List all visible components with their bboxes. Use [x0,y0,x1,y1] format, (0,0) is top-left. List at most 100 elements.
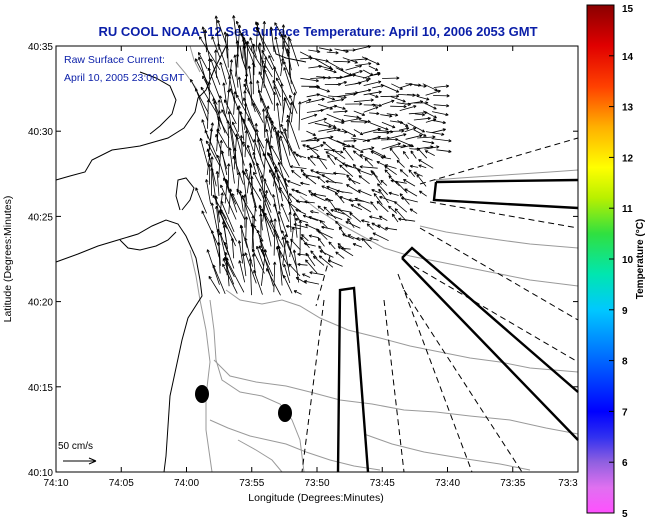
current-vector [273,261,277,293]
beam-outline-dashed [315,255,331,307]
current-vector [357,203,372,213]
coastline-segment [139,71,177,135]
coastline-segment [239,45,247,71]
current-vector [228,59,234,94]
current-vector [210,156,214,196]
current-vector [388,205,398,214]
current-vector [407,122,426,133]
current-vector [302,173,320,179]
current-vector [295,190,308,197]
current-vector [222,258,235,285]
current-vector [205,140,220,166]
bathymetry-contours [175,45,579,473]
current-vector [369,111,380,116]
current-vector [422,83,438,92]
current-vector [326,51,339,55]
current-vector [204,129,218,158]
bathymetry-contour [225,289,579,373]
current-vector [300,77,319,83]
current-vector [221,150,228,176]
current-vector [391,213,399,223]
x-tick-label: 73:35 [500,478,525,489]
current-vector [207,67,220,98]
coastline [55,45,307,473]
current-vector [384,165,397,176]
current-vector [252,204,257,237]
current-vector [298,220,302,256]
current-vector [232,15,238,49]
current-vector [378,215,388,221]
current-vector [350,204,363,211]
current-vector [237,76,244,105]
current-vector [397,120,409,127]
x-tick-label: 74:10 [43,478,68,489]
current-vector [262,152,280,184]
current-vector [414,113,426,117]
current-vector [290,92,297,123]
current-vector [228,147,235,184]
current-vector [308,117,327,125]
current-vector [352,146,364,153]
current-vector [318,126,337,132]
current-vector [355,62,372,66]
current-vector [289,165,307,169]
current-vector [214,49,218,78]
current-vector [345,102,363,106]
current-vector [372,171,382,185]
buoy-marker [278,404,292,422]
current-vector [318,65,334,71]
current-vector [306,130,317,136]
current-vector [207,81,211,103]
current-vector [379,196,397,203]
current-vector [208,164,212,185]
x-tick-label: 73:55 [239,478,264,489]
current-vector [316,93,336,101]
current-vector [242,141,256,166]
current-vector [240,32,262,68]
current-vector [346,184,361,194]
current-vector [331,149,346,160]
bathymetry-contour [299,195,579,287]
radar-beam-outlines [301,137,579,473]
current-vector [269,26,275,53]
y-axis-ticks: 40:35 40:30 40:25 40:20 40:15 40:10 [28,42,578,479]
current-vector [352,150,364,159]
current-vector [348,178,361,185]
current-vector [276,130,283,166]
current-vector [356,237,372,242]
current-vector [297,262,308,267]
current-vector [369,215,383,220]
current-vector [206,249,220,285]
current-vector [317,205,325,212]
current-vector [253,269,263,295]
current-vector [280,131,300,167]
plot-area [55,15,579,473]
current-vector [208,275,221,294]
current-vector [370,151,382,157]
beam-outline-dashed [397,273,473,473]
beam-outline-dashed [301,299,325,473]
current-vector [413,171,423,177]
current-vector [334,192,345,204]
current-vector [283,263,291,284]
current-vector [425,89,441,96]
current-vector [357,169,373,176]
current-vector [272,172,281,211]
current-vector [215,133,228,170]
current-vector [261,49,274,71]
current-vector [228,125,236,159]
current-vector [283,177,292,214]
current-vector [431,138,452,143]
colorbar-tick-label: 13 [622,103,634,114]
current-vector [346,174,356,185]
current-vector [249,37,257,58]
current-vector [265,128,275,166]
current-vector [380,83,400,93]
current-vector [325,179,343,184]
colorbar-tick-label: 12 [622,153,634,164]
current-vector [418,159,434,169]
current-vector [388,191,399,196]
current-vector [327,98,345,103]
current-vector [280,83,284,113]
current-vector [220,200,235,233]
